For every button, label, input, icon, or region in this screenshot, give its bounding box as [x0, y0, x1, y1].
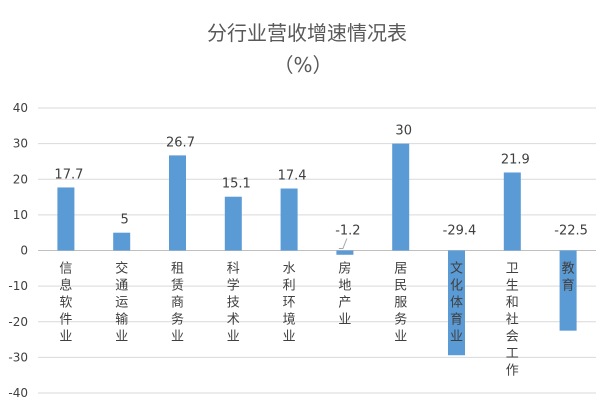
category-labels: 信息软件业 交通运输业 租赁商务业 科学技术业 水利环境业 房地产业 居民服务业 文化体育业 卫… [59, 261, 574, 379]
value-labels: 17.7 5 26.7 15.1 17.4 -1.2 30 -29.4 21.9 -22.5 [54, 124, 588, 249]
data-label: 21.9 [501, 152, 530, 167]
bars [57, 143, 577, 356]
x-tick-label: 科学技术业 [227, 262, 240, 345]
chart-subtitle: （%） [273, 53, 332, 77]
y-tick-label: 30 [13, 137, 28, 151]
gridlines [38, 107, 596, 394]
x-tick-label: 居民服务业 [394, 262, 407, 345]
chart-title: 分行业营收增速情况表 [207, 21, 407, 45]
leader-line [338, 238, 348, 249]
data-label: -1.2 [335, 224, 360, 239]
data-label: 30 [395, 124, 412, 139]
y-tick-label: -10 [8, 279, 28, 293]
y-tick-label: -40 [8, 386, 28, 400]
x-tick-label: 房地产业 [338, 261, 351, 328]
x-tick-label: 交通运输业 [115, 261, 128, 345]
y-tick-label: 10 [13, 208, 28, 222]
x-tick-label: 水利环境业 [283, 262, 296, 345]
x-tick-label: 租赁商务业 [171, 262, 184, 345]
bar [113, 232, 131, 251]
data-label: -29.4 [443, 224, 477, 239]
bar [224, 196, 242, 251]
data-label: -22.5 [554, 224, 588, 239]
x-tick-label: 信息软件业 [59, 262, 72, 345]
bar [280, 188, 298, 251]
bar [169, 155, 186, 251]
bar [392, 143, 410, 251]
data-label: 17.4 [278, 169, 307, 184]
y-tick-label: 20 [13, 172, 28, 186]
bar [559, 250, 577, 331]
data-label: 15.1 [222, 177, 251, 192]
y-tick-label: -30 [8, 350, 28, 364]
y-tick-label: 0 [20, 244, 28, 258]
x-tick-label: 文化体育业 [450, 262, 463, 345]
bar [57, 187, 75, 251]
x-tick-label: 教育 [562, 261, 575, 294]
y-axis-ticks: -40 -30 -20 -10 0 10 20 30 40 [8, 101, 28, 400]
bar [503, 172, 521, 251]
data-label: 26.7 [166, 135, 195, 150]
bar [336, 250, 354, 255]
y-tick-label: 40 [13, 101, 28, 115]
bar [448, 250, 465, 356]
x-tick-label: 卫生和社会工作 [506, 262, 519, 379]
data-label: 17.7 [54, 167, 83, 182]
data-label: 5 [121, 213, 129, 228]
y-tick-label: -20 [8, 315, 28, 329]
